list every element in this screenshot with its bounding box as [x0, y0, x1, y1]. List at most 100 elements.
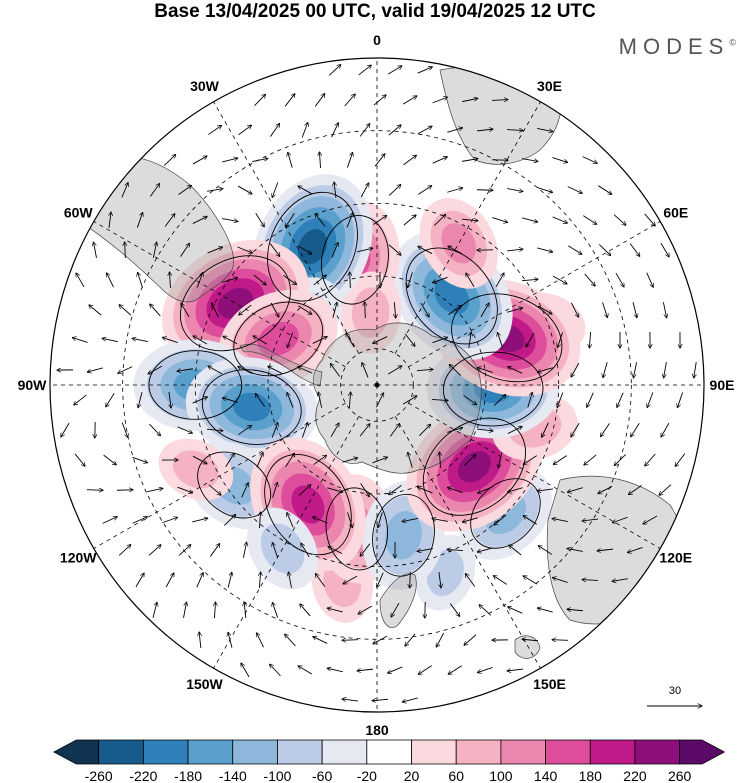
wind-arrow: [403, 215, 416, 226]
wind-arrow: [222, 278, 237, 283]
wind-arrow: [241, 483, 249, 498]
wind-arrow: [448, 665, 463, 674]
colorbar-swatch: [53, 739, 100, 765]
longitude-label: 30W: [190, 78, 220, 94]
wind-arrow: [330, 423, 339, 438]
wind-arrow: [318, 392, 323, 408]
anomaly-shading: [385, 511, 422, 560]
wind-arrow: [255, 394, 266, 407]
wind-arrow: [272, 542, 279, 558]
wind-arrow: [613, 214, 626, 226]
wind-arrow: [206, 429, 223, 431]
wind-arrow: [346, 152, 352, 168]
wind-arrow: [121, 422, 128, 438]
wind-arrow: [272, 602, 279, 618]
wind-arrow: [402, 96, 417, 105]
wind-arrow: [447, 487, 463, 493]
brand-logo: MODES©: [619, 34, 736, 60]
wind-arrow: [222, 218, 238, 222]
wind-arrow: [660, 242, 669, 257]
colorbar-tick-label: 20: [404, 768, 420, 783]
longitude-label: 180: [365, 722, 389, 738]
colorbar-tick-label: -60: [312, 768, 332, 783]
wind-arrow: [567, 245, 582, 254]
colorbar-swatch: [679, 739, 726, 765]
wind-arrow: [193, 336, 208, 345]
anomaly-contour: [233, 301, 324, 377]
wind-arrow: [76, 273, 85, 288]
wind-arrow: [522, 639, 539, 640]
wind-arrow: [522, 217, 537, 222]
colorbar-swatch: [545, 739, 591, 765]
wind-arrow: [365, 302, 366, 319]
anomaly-center: [340, 271, 402, 354]
wind-arrow: [362, 363, 369, 378]
antarctic-peninsula: [239, 343, 323, 387]
wind-arrow: [507, 249, 523, 251]
wind-arrow: [432, 337, 447, 344]
meridian-line: [93, 402, 346, 549]
wind-arrow: [349, 392, 350, 409]
wind-arrow: [522, 158, 538, 162]
wind-arrow: [417, 126, 432, 135]
wind-arrow: [360, 543, 371, 557]
wind-arrow: [388, 244, 401, 256]
colorbar: -260 -220 -180 -140 -100 -60 -20 20 60 100 140 180 2…: [53, 739, 726, 783]
wind-arrow: [448, 305, 461, 315]
wind-arrow: [163, 154, 175, 166]
wind-arrow: [192, 216, 207, 224]
anomaly-shading: [297, 229, 328, 265]
wind-arrow: [477, 547, 493, 552]
wind-arrow: [408, 452, 413, 468]
wind-arrow: [377, 572, 384, 588]
colorbar-tick-label: 100: [489, 768, 513, 783]
wind-arrow: [491, 100, 508, 101]
wind-arrow: [132, 456, 147, 462]
wind-arrow: [102, 517, 117, 524]
wind-arrow: [584, 273, 595, 286]
wind-arrow: [271, 423, 278, 438]
wind-arrow: [285, 453, 295, 467]
wind-arrow: [301, 123, 308, 138]
wind-arrow: [327, 487, 342, 492]
wind-arrow: [373, 336, 388, 344]
wind-arrow: [388, 666, 403, 673]
wind-arrow: [164, 214, 175, 227]
wind-arrow: [138, 392, 143, 407]
wind-arrow: [313, 637, 328, 644]
wind-arrow: [152, 602, 157, 618]
wind-arrow: [357, 248, 373, 253]
wind-arrow: [570, 302, 578, 317]
wind-arrow: [288, 152, 293, 168]
wind-arrow: [328, 65, 341, 76]
wind-vectors: [57, 65, 697, 703]
longitude-label: 150E: [533, 676, 566, 692]
colorbar-tick-label: -140: [219, 768, 247, 783]
wind-arrow: [587, 392, 594, 408]
wind-arrow: [253, 336, 268, 345]
anomaly-shading: [232, 392, 271, 422]
wind-arrow: [192, 397, 208, 404]
wind-arrow: [177, 426, 193, 433]
wind-arrow: [508, 367, 523, 374]
wind-arrow: [61, 422, 70, 437]
colorbar-swatch: [98, 739, 144, 765]
wind-arrow: [252, 158, 268, 162]
wind-arrow: [465, 574, 476, 587]
wind-arrow: [493, 394, 506, 406]
wind-arrow: [298, 666, 313, 675]
wind-arrow: [373, 216, 386, 225]
wind-arrow: [497, 332, 503, 348]
wind-arrow: [207, 247, 223, 254]
wind-arrow: [633, 362, 638, 378]
wind-arrow: [148, 365, 163, 374]
wind-arrow: [583, 215, 596, 225]
wind-arrow: [598, 244, 610, 255]
wind-arrow: [387, 366, 402, 375]
wind-arrow: [287, 332, 294, 347]
wind-arrow: [358, 65, 372, 76]
anomaly-contour: [179, 255, 291, 352]
anomaly-contour: [267, 191, 358, 302]
wind-arrow: [418, 186, 431, 195]
wind-arrow: [391, 602, 400, 617]
